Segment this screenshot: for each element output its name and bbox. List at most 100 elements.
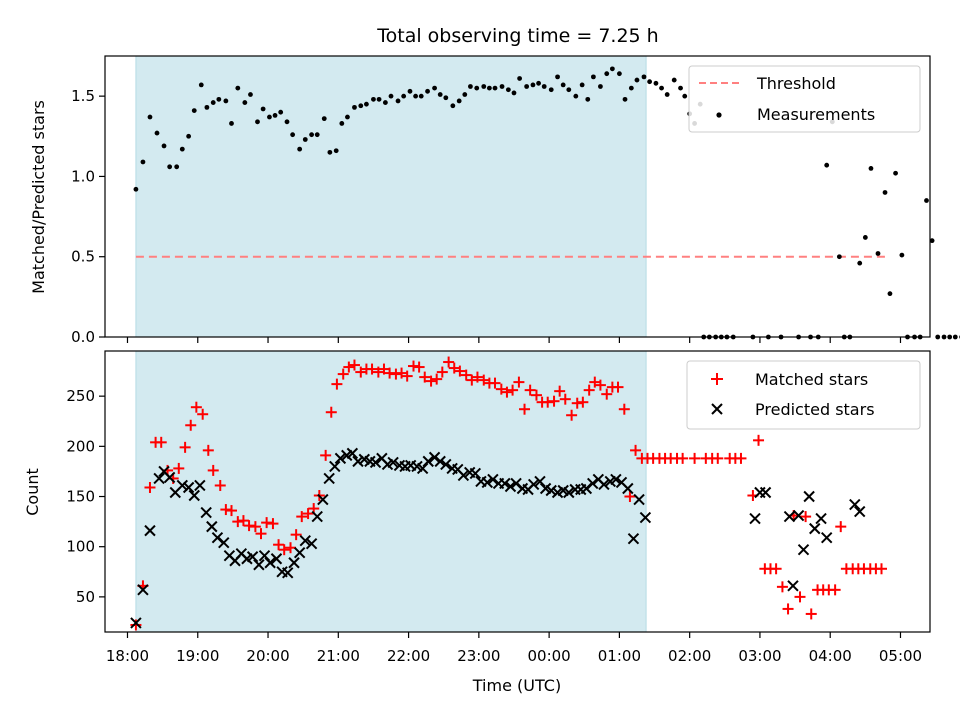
predicted-star-b bbox=[598, 478, 610, 491]
predicted-star-point bbox=[200, 506, 212, 519]
predicted-star-b bbox=[527, 478, 540, 491]
matched-star-point bbox=[302, 508, 314, 520]
y-tick-label: 1.5 bbox=[71, 87, 95, 105]
predicted-star-point bbox=[849, 498, 861, 511]
measurement-point bbox=[278, 109, 284, 115]
matched-star-point bbox=[255, 528, 267, 540]
predicted-star-b bbox=[317, 493, 329, 506]
matched-star-point bbox=[207, 464, 219, 476]
matched-star-point bbox=[829, 584, 841, 596]
matched-star-point bbox=[155, 436, 167, 448]
matched-star-point bbox=[489, 377, 501, 389]
predicted-star-b bbox=[411, 460, 423, 473]
matched-star-point bbox=[396, 367, 408, 379]
top-shaded-region bbox=[135, 55, 647, 338]
predicted-star-b bbox=[464, 466, 476, 479]
predicted-star-b bbox=[457, 469, 470, 482]
predicted-star-point bbox=[622, 482, 634, 495]
matched-star-point bbox=[384, 367, 396, 379]
y-tick-label: 50 bbox=[76, 588, 95, 606]
measurement-point bbox=[333, 148, 339, 154]
measurement-point bbox=[179, 146, 185, 152]
measurement-point bbox=[573, 93, 579, 99]
matched-star-point bbox=[273, 539, 285, 551]
measurement-point bbox=[682, 93, 688, 99]
predicted-star-b bbox=[820, 531, 833, 544]
predicted-star-point bbox=[527, 478, 540, 491]
predicted-star-b bbox=[158, 465, 170, 478]
measurement-point bbox=[309, 132, 315, 138]
matched-star-point bbox=[566, 409, 578, 421]
measurement-point bbox=[505, 87, 511, 93]
x-tick-label: 05:00 bbox=[879, 647, 922, 665]
predicted-star-point bbox=[759, 486, 772, 499]
matched-star-point bbox=[559, 393, 571, 405]
matched-star-point bbox=[355, 366, 367, 378]
predicted-star-point bbox=[815, 512, 827, 525]
matched-star-point bbox=[202, 444, 214, 456]
matched-star-point bbox=[130, 619, 142, 631]
measurement-point bbox=[924, 198, 929, 203]
bottom-x-ticks: 18:00 19:00 20:00 21:00 22:00 23:00 00:00 01:00… bbox=[106, 632, 922, 665]
matched-star-point bbox=[776, 581, 788, 593]
x-tick-label: 22:00 bbox=[387, 647, 430, 665]
measurement-point bbox=[836, 254, 842, 260]
measurement-point bbox=[653, 80, 659, 86]
measurement-point bbox=[290, 132, 296, 138]
predicted-star-point bbox=[311, 510, 323, 523]
measurement-point bbox=[443, 95, 449, 101]
predicted-star-b bbox=[849, 498, 861, 511]
y-tick-label: 200 bbox=[66, 437, 95, 455]
matched-star-point bbox=[677, 452, 689, 464]
predicted-star-point bbox=[329, 460, 341, 473]
predicted-star-b bbox=[557, 484, 569, 497]
bottom-legend: Matched stars Predicted stars bbox=[686, 360, 921, 430]
matched-star-point bbox=[407, 360, 419, 372]
measurement-point bbox=[204, 104, 210, 110]
predicted-star-point bbox=[504, 480, 517, 493]
predicted-star-b bbox=[510, 477, 522, 490]
y-tick-label: 0.0 bbox=[71, 328, 95, 346]
predicted-star-b bbox=[393, 459, 406, 472]
predicted-star-point bbox=[130, 617, 142, 629]
predicted-star-b bbox=[787, 580, 799, 592]
predicted-star-point bbox=[469, 467, 482, 480]
matched-star-point bbox=[530, 389, 542, 401]
matched-star-point bbox=[320, 449, 332, 461]
matched-star-point bbox=[524, 384, 536, 396]
predicted-star-point bbox=[563, 486, 575, 499]
matched-star-point bbox=[794, 591, 806, 603]
top-legend: Threshold Measurements bbox=[688, 65, 921, 133]
x-tick-label: 00:00 bbox=[528, 647, 571, 665]
predicted-star-point bbox=[598, 478, 610, 491]
matched-star-point bbox=[443, 356, 455, 368]
measurement-point bbox=[260, 106, 266, 112]
predicted-star-point bbox=[194, 479, 206, 492]
matched-star-point bbox=[225, 505, 237, 517]
predicted-star-point bbox=[163, 471, 176, 484]
measurement-point bbox=[628, 85, 634, 91]
predicted-star-b bbox=[364, 455, 376, 468]
predicted-star-b bbox=[299, 534, 311, 547]
matched-star-point bbox=[835, 521, 847, 533]
matched-star-point bbox=[618, 403, 630, 415]
matched-star-point bbox=[478, 374, 490, 386]
predicted-star-b bbox=[153, 472, 165, 485]
measurement-point bbox=[947, 334, 953, 340]
predicted-star-b bbox=[293, 547, 306, 559]
predicted-star-b bbox=[264, 557, 276, 569]
x-tick-label: 04:00 bbox=[809, 647, 852, 665]
predicted-star-point bbox=[299, 534, 311, 547]
predicted-star-b bbox=[346, 447, 359, 460]
predicted-star-point bbox=[820, 531, 833, 544]
predicted-star-b bbox=[235, 548, 248, 560]
matched-star-point bbox=[805, 608, 817, 620]
bottom-axes-frame bbox=[104, 350, 931, 633]
measurement-point bbox=[468, 84, 473, 89]
matched-star-point bbox=[378, 363, 390, 375]
predicted-star-b bbox=[622, 482, 634, 495]
chart-title: Total observing time = 7.25 h bbox=[376, 25, 658, 47]
measurement-point bbox=[395, 98, 401, 104]
predicted-star-b bbox=[792, 509, 805, 522]
measurement-point bbox=[198, 82, 204, 88]
